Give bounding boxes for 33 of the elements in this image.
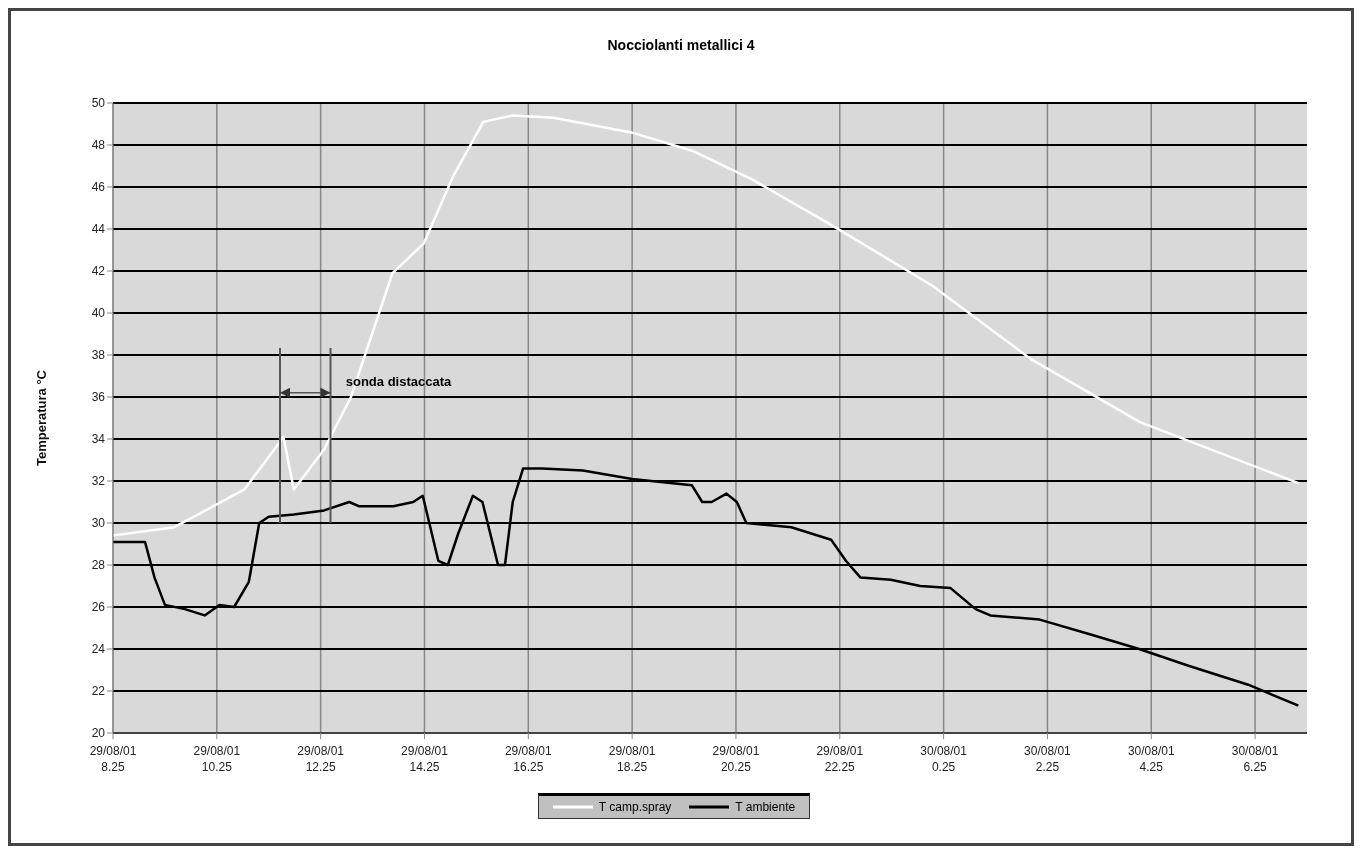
- y-tick-label: 38: [91, 348, 106, 363]
- legend-label: T ambiente: [735, 800, 796, 814]
- y-tick-label: 30: [91, 516, 106, 531]
- x-tick-label: 30/08/01 0.25: [920, 744, 968, 774]
- y-tick-label: 32: [91, 474, 106, 489]
- y-tick-label: 26: [91, 600, 106, 615]
- y-tick-label: 28: [91, 558, 106, 573]
- x-tick-label: 29/08/01 22.25: [816, 744, 864, 774]
- x-tick-label: 30/08/01 2.25: [1024, 744, 1072, 774]
- legend-label: T camp.spray: [598, 800, 672, 814]
- y-tick-label: 48: [91, 138, 106, 153]
- x-tick-label: 29/08/01 18.25: [608, 744, 656, 774]
- chart-title: Nocciolanti metallici 4: [606, 36, 756, 55]
- x-tick-label: 29/08/01 10.25: [193, 744, 241, 774]
- x-tick-label: 29/08/01 16.25: [504, 744, 552, 774]
- x-tick-label: 29/08/01 8.25: [89, 744, 137, 774]
- y-axis-title: Temperatura °C: [33, 369, 49, 466]
- y-tick-label: 22: [91, 684, 106, 699]
- x-tick-label: 30/08/01 4.25: [1127, 744, 1175, 774]
- x-tick-label: 30/08/01 6.25: [1231, 744, 1279, 774]
- x-tick-label: 29/08/01 14.25: [401, 744, 449, 774]
- x-tick-label: 29/08/01 20.25: [712, 744, 760, 774]
- annotation: sonda distaccata: [345, 373, 452, 389]
- y-tick-label: 20: [91, 726, 106, 741]
- y-tick-label: 42: [91, 264, 106, 279]
- y-tick-label: 44: [91, 222, 106, 237]
- y-tick-label: 50: [91, 96, 106, 111]
- y-tick-label: 24: [91, 642, 106, 657]
- y-tick-label: 40: [91, 306, 106, 321]
- x-tick-label: 29/08/01 12.25: [297, 744, 345, 774]
- y-tick-label: 46: [91, 180, 106, 195]
- y-tick-label: 36: [91, 390, 106, 405]
- y-tick-label: 34: [91, 432, 106, 447]
